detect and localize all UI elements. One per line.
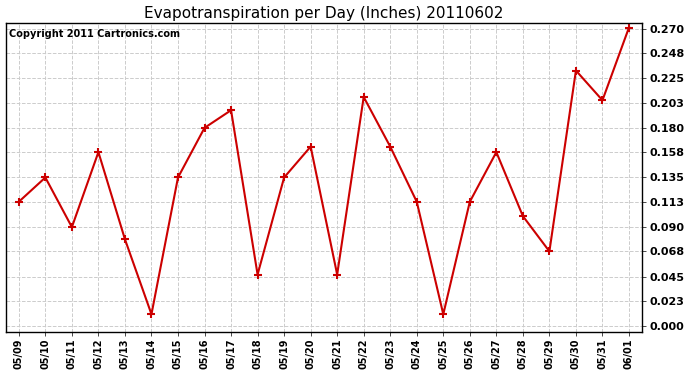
Title: Evapotranspiration per Day (Inches) 20110602: Evapotranspiration per Day (Inches) 2011… (144, 6, 504, 21)
Text: Copyright 2011 Cartronics.com: Copyright 2011 Cartronics.com (9, 29, 179, 39)
